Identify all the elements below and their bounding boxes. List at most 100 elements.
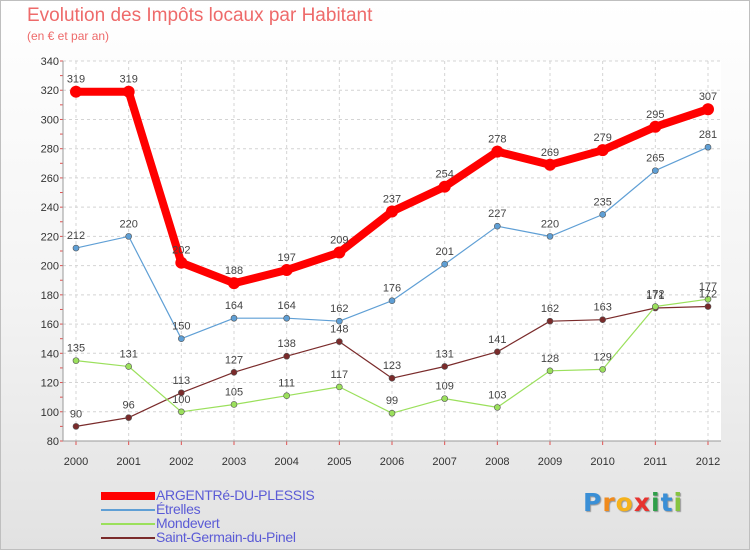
y-tick-label: 220 [41,231,59,243]
data-label: 150 [172,321,190,333]
data-label: 188 [225,265,243,277]
y-tick-label: 300 [41,114,59,126]
data-point [125,233,132,240]
data-label: 117 [331,369,349,381]
data-point [280,264,293,276]
data-label: 278 [488,134,506,146]
data-point [599,211,606,218]
data-label: 164 [277,300,295,312]
data-point [70,85,82,98]
y-tick-label: 80 [47,436,59,448]
logo-letter: t [660,488,674,517]
data-label: 123 [383,360,401,372]
data-point [178,335,185,342]
data-label: 209 [330,234,348,246]
data-point [704,303,712,310]
data-point [72,244,80,252]
legend-swatch [101,523,155,525]
data-point [178,389,185,397]
data-point [230,369,238,376]
y-tick-label: 240 [41,202,59,214]
data-label: 162 [541,303,559,315]
data-label: 227 [488,208,506,220]
data-point [494,404,501,411]
data-label: 201 [435,246,453,258]
data-point [230,401,238,408]
x-tick-label: 2001 [116,456,140,468]
data-point [599,316,606,323]
data-label: 307 [699,91,717,103]
data-point [283,352,290,360]
legend-swatch [101,537,155,539]
data-point [441,363,448,370]
data-point [283,392,290,399]
y-tick-label: 340 [41,56,59,68]
logo-letter: r [602,488,616,517]
data-label: 127 [225,354,243,366]
data-label: 131 [119,348,137,360]
data-label: 111 [278,378,295,390]
data-label: 281 [699,129,717,141]
x-tick-label: 2009 [538,456,562,468]
data-label: 254 [435,169,453,181]
data-point [494,222,501,230]
legend-label: ARGENTRé-DU-PLESSIS [156,487,315,503]
data-label: 138 [277,338,295,350]
data-label: 197 [277,252,295,264]
data-point [652,167,659,174]
data-point [388,409,396,417]
y-tick-label: 140 [41,348,59,360]
data-label: 105 [225,386,243,398]
x-tick-label: 2008 [485,456,509,468]
y-tick-label: 200 [41,261,59,273]
logo-letter: i [673,488,684,517]
x-tick-label: 2012 [696,456,720,468]
data-point [649,120,662,133]
data-point [178,408,185,416]
data-label: 131 [435,348,453,360]
data-point [494,348,501,356]
y-tick-label: 320 [41,85,59,97]
y-tick-label: 120 [41,378,59,390]
data-point [228,277,240,290]
data-point [175,256,188,269]
legend-label: Saint-Germain-du-Pinel [156,529,296,545]
data-point [704,295,712,303]
data-point [438,180,451,193]
y-tick-label: 260 [41,173,59,185]
data-point [652,303,659,310]
data-label: 99 [386,395,398,407]
legend-label: Mondevert [156,515,220,531]
data-label: 295 [646,109,664,121]
data-label: 279 [593,132,611,144]
chart-title: Evolution des Impôts locaux par Habitant [27,5,373,26]
data-label: 103 [488,389,506,401]
data-point [336,317,343,325]
data-label: 265 [646,153,664,165]
data-label: 319 [67,74,85,86]
logo-letter: P [583,488,603,517]
data-point [386,205,398,218]
data-label: 220 [541,218,559,230]
x-tick-label: 2005 [327,456,351,468]
x-tick-label: 2000 [64,456,88,468]
data-point [544,158,556,171]
x-tick-label: 2004 [274,456,298,468]
legend-label: Étrelles [156,501,201,517]
data-label: 237 [383,194,401,206]
data-label: 269 [541,147,559,159]
y-tick-label: 100 [41,407,59,419]
data-point [125,363,132,370]
data-point [336,383,343,391]
legend-swatch [101,509,155,511]
data-point [491,145,504,158]
logo-letter: x [633,488,651,517]
x-tick-label: 2002 [169,456,193,468]
data-label: 90 [70,408,82,420]
data-label: 176 [383,283,401,295]
data-point [704,143,712,151]
data-point [441,395,448,402]
legend-swatch [101,492,155,500]
data-point [441,260,448,268]
